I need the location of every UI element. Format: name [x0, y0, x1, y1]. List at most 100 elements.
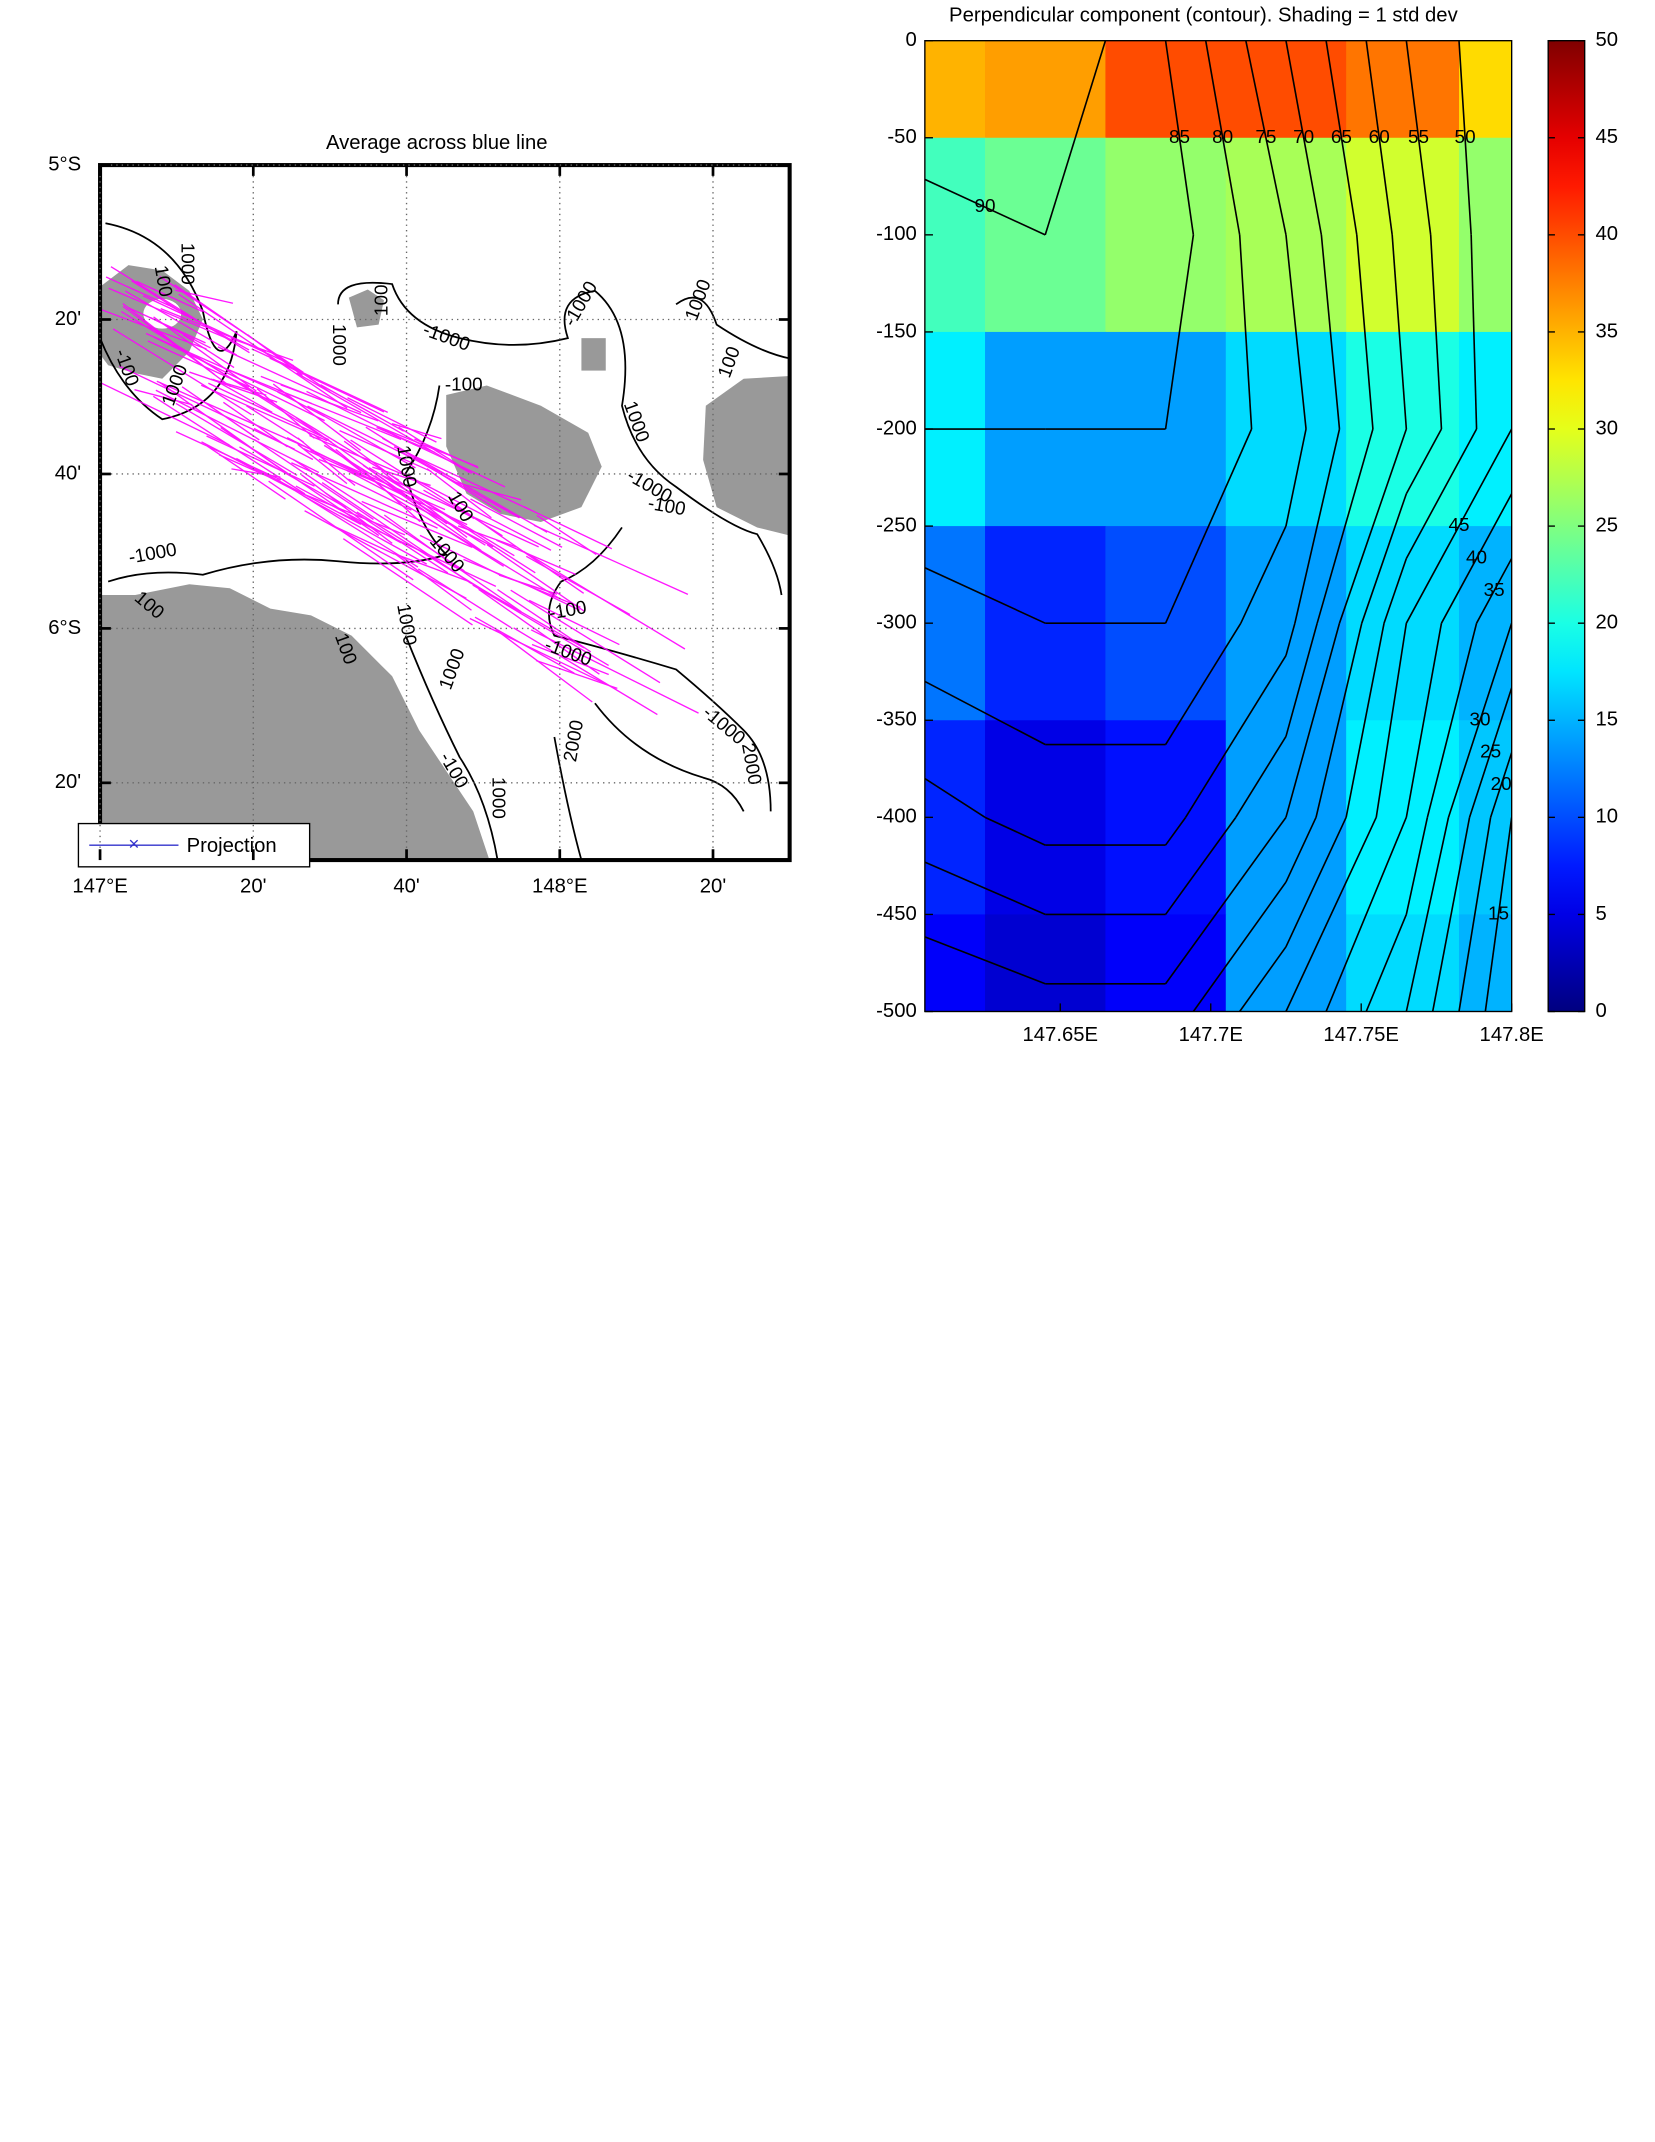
vector [277, 389, 402, 441]
contour-line [1285, 428, 1307, 527]
contour-line [1475, 558, 1512, 624]
contour-title: Perpendicular component (contour). Shadi… [949, 5, 1459, 27]
contour-line [1285, 816, 1317, 883]
y-tick-label: -350 [876, 709, 917, 731]
contour-line [1164, 234, 1195, 430]
vector [309, 434, 406, 476]
contour-label: 60 [1369, 127, 1390, 148]
x-tick-label: 147.75E [1323, 1024, 1399, 1046]
vector [181, 386, 260, 441]
vector [201, 441, 296, 492]
land [446, 385, 602, 523]
y-tick-label: 5°S [48, 153, 81, 175]
contour-label: 1000 [682, 277, 716, 324]
contour-line [1360, 493, 1408, 624]
vector [486, 544, 585, 612]
contour-line [1285, 622, 1296, 656]
contour-line [1405, 428, 1512, 624]
vector [528, 599, 620, 646]
contour-line [337, 281, 783, 596]
vector [222, 401, 288, 448]
contour-line [1365, 914, 1408, 1012]
shade-cell [1459, 526, 1512, 721]
y-tick-label: -150 [876, 320, 917, 342]
shade-cell [985, 137, 1107, 333]
contour-label: -100 [547, 597, 588, 624]
vector [234, 379, 400, 481]
contour-line [1405, 40, 1432, 235]
y-tick-label: 0 [905, 29, 916, 51]
vector [217, 346, 362, 414]
contour-label: 25 [1480, 742, 1501, 763]
vector [390, 479, 536, 574]
vector [145, 332, 292, 399]
contour-line [1484, 817, 1512, 1012]
vector [303, 495, 428, 565]
vector [391, 423, 442, 440]
vector [159, 381, 284, 472]
vector [472, 584, 609, 667]
vector [236, 457, 362, 525]
vector [382, 474, 539, 548]
contour-line [1164, 428, 1253, 624]
contour-line [1192, 881, 1287, 1012]
contour-line [1405, 428, 1443, 495]
contour-label: 2000 [737, 741, 765, 786]
vector [112, 328, 252, 416]
shade-cell [1105, 914, 1227, 1012]
vector [268, 480, 414, 581]
vector [356, 511, 522, 615]
vector [536, 514, 597, 556]
contour-line [1164, 40, 1195, 235]
vector [245, 405, 304, 443]
colorbar-label: 35 [1596, 320, 1619, 342]
vector [383, 514, 457, 568]
vector [300, 492, 406, 536]
vector [125, 290, 238, 356]
vector [231, 468, 281, 478]
vector [136, 280, 203, 313]
contour-label: 35 [1484, 580, 1505, 601]
vector [301, 474, 393, 544]
x-tick-label: 147.7E [1179, 1024, 1243, 1046]
vector [495, 629, 593, 703]
contour-line [404, 635, 499, 861]
vector [142, 295, 295, 367]
vector [108, 287, 236, 343]
contour-line [1245, 40, 1287, 236]
shade-cell [924, 526, 986, 721]
vector [381, 437, 548, 533]
x-tick-label: 40' [393, 875, 419, 897]
vector [206, 445, 286, 500]
vector [339, 430, 432, 473]
contour-line [1238, 234, 1253, 430]
vector [105, 276, 170, 306]
land [703, 376, 790, 536]
vector [152, 395, 306, 495]
vector [155, 389, 320, 474]
shade-cell [985, 40, 1107, 139]
contour-line [924, 936, 1046, 985]
contour-line [1458, 817, 1492, 1012]
contour-label: 65 [1331, 127, 1352, 148]
contour-label: 100 [150, 264, 176, 299]
vector [348, 478, 412, 511]
map-layers [100, 222, 790, 861]
contour-line [1405, 817, 1450, 1012]
x-tick-label: 20' [700, 875, 726, 897]
contour-line [924, 777, 986, 819]
vector [276, 478, 419, 568]
contour-label: 40 [1466, 547, 1487, 568]
contour-line [1285, 816, 1347, 948]
contour-label: 30 [1470, 709, 1491, 730]
vector [122, 303, 216, 376]
shade-cell [1346, 720, 1460, 916]
vector [307, 405, 456, 481]
land [348, 289, 385, 328]
contour-label: 80 [1212, 127, 1233, 148]
contour-line [1285, 816, 1377, 1012]
shade-cell [1346, 137, 1460, 333]
vector [335, 526, 395, 555]
